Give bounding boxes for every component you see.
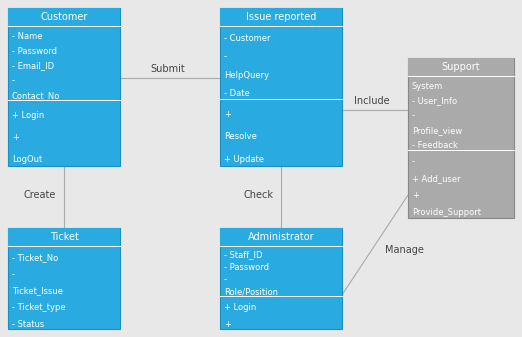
Text: Contact_No: Contact_No [12, 91, 61, 100]
Text: -: - [224, 275, 227, 284]
Text: + Login: + Login [12, 111, 44, 120]
Bar [408, 58, 514, 76]
Text: Submit: Submit [151, 64, 185, 74]
Text: - Name: - Name [12, 32, 42, 41]
Text: -: - [224, 53, 227, 61]
Text: - Date: - Date [224, 89, 250, 98]
Bar [220, 8, 342, 26]
Text: - Ticket_type: - Ticket_type [12, 303, 66, 312]
Text: + Login: + Login [224, 303, 256, 312]
Bar [8, 228, 120, 329]
Text: +: + [224, 319, 231, 329]
Text: - Feedback: - Feedback [412, 141, 458, 150]
Bar [8, 8, 120, 166]
Text: -: - [12, 270, 15, 279]
Text: HelpQuery: HelpQuery [224, 71, 269, 80]
Text: -: - [412, 157, 415, 166]
Text: LogOut: LogOut [12, 155, 42, 164]
Text: -: - [412, 111, 415, 120]
Bar [220, 8, 342, 166]
Text: Include: Include [354, 96, 390, 106]
Bar [220, 228, 342, 329]
Text: - User_Info: - User_Info [412, 97, 457, 105]
Text: Profile_view: Profile_view [412, 126, 462, 135]
Bar [8, 228, 120, 246]
Text: Manage: Manage [385, 245, 424, 255]
Text: Ticket: Ticket [50, 232, 78, 242]
Text: - Status: - Status [12, 319, 44, 329]
Text: Support: Support [442, 62, 480, 72]
Text: + Add_user: + Add_user [412, 174, 460, 183]
Text: Issue reported: Issue reported [246, 12, 316, 22]
Text: Provide_Support: Provide_Support [412, 208, 481, 217]
Text: - Email_ID: - Email_ID [12, 62, 54, 70]
Text: +: + [12, 133, 19, 142]
Text: - Password: - Password [12, 47, 57, 56]
Text: Role/Position: Role/Position [224, 287, 278, 297]
Text: Check: Check [243, 190, 273, 200]
Text: - Staff_ID: - Staff_ID [224, 250, 263, 259]
Text: Create: Create [23, 190, 56, 200]
Text: Customer: Customer [40, 12, 88, 22]
Bar [8, 8, 120, 26]
Bar [220, 228, 342, 246]
Text: - Password: - Password [224, 263, 269, 272]
Text: -: - [12, 76, 15, 85]
Text: - Ticket_No: - Ticket_No [12, 253, 58, 262]
Text: System: System [412, 82, 443, 91]
Bar [408, 58, 514, 218]
Text: Ticket_Issue: Ticket_Issue [12, 286, 63, 295]
Text: + Update: + Update [224, 155, 264, 164]
Text: +: + [412, 191, 419, 201]
Text: Resolve: Resolve [224, 132, 257, 142]
Text: - Customer: - Customer [224, 34, 270, 43]
Text: +: + [224, 110, 231, 119]
Text: Administrator: Administrator [247, 232, 314, 242]
